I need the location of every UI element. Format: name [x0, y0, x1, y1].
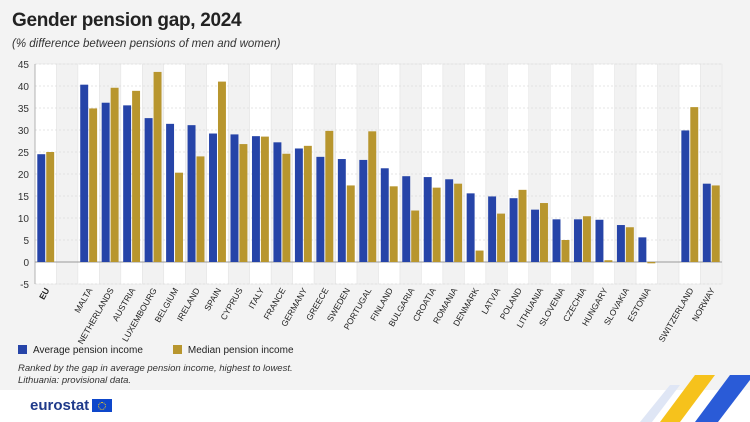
bar-median: [110, 87, 119, 262]
chart-subtitle: (% difference between pensions of men an…: [12, 38, 281, 50]
footnote: Lithuania: provisional data.: [18, 375, 132, 386]
bar-median: [497, 213, 506, 262]
bar-median: [647, 262, 656, 264]
bar-average: [80, 84, 89, 263]
bar-median: [368, 131, 377, 262]
bar-median: [604, 260, 613, 262]
y-tick-label: -5: [20, 280, 29, 291]
bar-average: [273, 142, 282, 262]
bar-median: [454, 183, 463, 262]
bar-median: [389, 186, 398, 262]
footer-bar: [0, 390, 750, 422]
bar-average: [380, 168, 389, 262]
footnote: Ranked by the gap in average pension inc…: [18, 363, 293, 374]
bar-average: [616, 225, 625, 262]
y-tick-label: 0: [23, 258, 29, 269]
bar-median: [540, 203, 548, 262]
footnotes: Ranked by the gap in average pension inc…: [18, 363, 293, 387]
y-tick-label: 35: [18, 104, 30, 115]
y-tick-label: 10: [18, 214, 30, 225]
bar-median: [432, 187, 441, 262]
bar-average: [337, 159, 346, 262]
eu-flag-icon: [92, 399, 113, 412]
bar-average: [509, 198, 518, 262]
bar-median: [239, 144, 248, 262]
y-tick-label: 30: [18, 126, 30, 137]
legend-swatch: [172, 345, 182, 354]
chart-title: Gender pension gap, 2024: [12, 10, 242, 31]
bar-median: [89, 108, 98, 262]
bar-median: [217, 81, 226, 262]
bar-average: [37, 154, 46, 262]
bar-average: [251, 136, 260, 262]
y-tick-label: 25: [18, 148, 30, 159]
bar-median: [282, 153, 291, 262]
bar-average: [638, 237, 647, 262]
bar-median: [518, 189, 527, 262]
bar-average: [359, 159, 368, 262]
logo-text: eurostat: [30, 397, 90, 414]
bar-average: [531, 209, 540, 262]
bar-median: [46, 152, 55, 262]
bar-median: [711, 185, 720, 262]
legend-label: Average pension income: [33, 345, 143, 356]
x-tick-label: ITALY: [246, 286, 266, 311]
bar-average: [101, 102, 110, 262]
y-tick-label: 40: [18, 82, 30, 93]
bar-average: [402, 176, 411, 262]
bar-median: [303, 145, 312, 262]
bar-average: [488, 196, 497, 262]
bar-average: [209, 133, 217, 262]
bar-average: [230, 134, 239, 262]
bar-average: [294, 148, 303, 262]
bar-average: [445, 179, 454, 262]
bar-median: [260, 136, 269, 262]
legend-label: Median pension income: [187, 345, 294, 356]
legend-swatch: [18, 345, 27, 354]
legend-item-average: Average pension income: [18, 345, 143, 356]
y-tick-label: 45: [18, 60, 30, 71]
bar-median: [175, 172, 183, 262]
x-tick-label: MALTA: [72, 286, 94, 315]
x-tick-label: SWITZERLAND: [656, 286, 695, 344]
bar-average: [144, 118, 153, 262]
bar-average: [595, 219, 604, 262]
bar-median: [625, 227, 634, 262]
bar-median: [411, 210, 420, 262]
y-tick-label: 15: [18, 192, 30, 203]
bar-average: [702, 183, 711, 262]
bar-average: [552, 219, 561, 262]
decorative-stripes: [640, 375, 750, 422]
bar-average: [681, 130, 690, 262]
bar-median: [153, 71, 162, 262]
bar-median: [561, 240, 570, 262]
bar-average: [423, 177, 432, 262]
eurostat-logo: eurostat: [30, 397, 113, 414]
legend-item-median: Median pension income: [172, 345, 294, 356]
bar-average: [166, 123, 175, 262]
bar-median: [132, 90, 141, 262]
bar-median: [475, 250, 484, 262]
bar-median: [690, 107, 699, 262]
bar-median: [196, 156, 205, 262]
y-tick-label: 5: [23, 236, 29, 247]
x-tick-label: LATVIA: [479, 286, 502, 316]
bar-average: [466, 193, 475, 262]
bar-average: [187, 125, 196, 262]
x-tick-label: EU: [37, 286, 52, 301]
bar-average: [123, 105, 132, 262]
legend: Average pension income Median pension in…: [18, 345, 294, 356]
bar-average: [574, 219, 582, 262]
bar-median: [325, 130, 334, 262]
y-tick-label: 20: [18, 170, 30, 181]
bar-median: [346, 185, 355, 262]
bar-median: [582, 216, 591, 262]
x-tick-label: SPAIN: [202, 286, 223, 313]
bar-average: [316, 156, 325, 262]
